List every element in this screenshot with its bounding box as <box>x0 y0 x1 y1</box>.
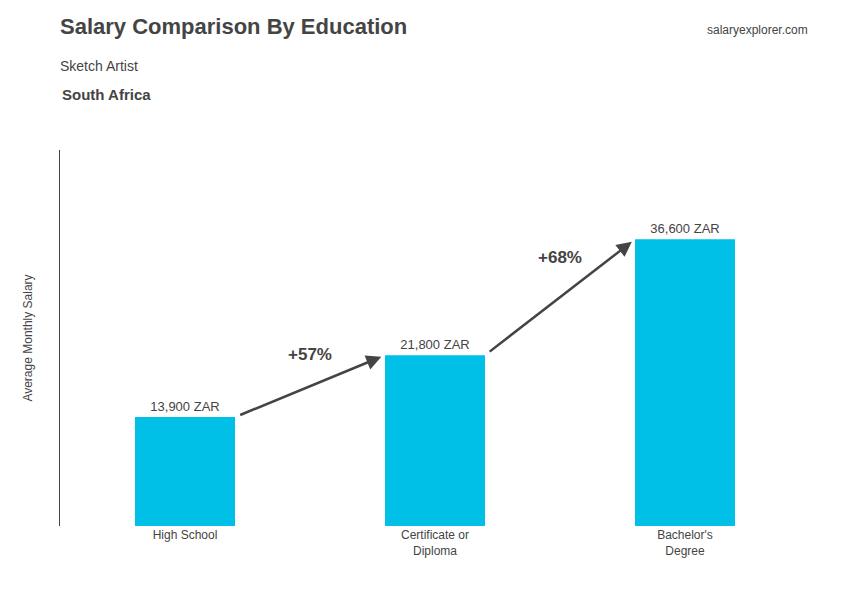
svg-text:36,600 ZAR: 36,600 ZAR <box>650 221 719 236</box>
svg-text:Certificate orDiploma: Certificate orDiploma <box>401 528 469 558</box>
svg-text:High School: High School <box>153 528 218 542</box>
svg-text:21,800 ZAR: 21,800 ZAR <box>400 337 469 352</box>
svg-text:South Africa: South Africa <box>62 86 151 103</box>
svg-text:Average Monthly Salary: Average Monthly Salary <box>21 274 35 401</box>
svg-text:Sketch Artist: Sketch Artist <box>60 58 138 74</box>
svg-text:Bachelor'sDegree: Bachelor'sDegree <box>657 528 713 558</box>
svg-text:13,900 ZAR: 13,900 ZAR <box>150 399 219 414</box>
svg-text:+68%: +68% <box>538 248 582 267</box>
svg-text:Salary Comparison By Education: Salary Comparison By Education <box>60 14 407 39</box>
svg-text:+57%: +57% <box>288 345 332 364</box>
svg-text:salaryexplorer.com: salaryexplorer.com <box>707 23 808 37</box>
